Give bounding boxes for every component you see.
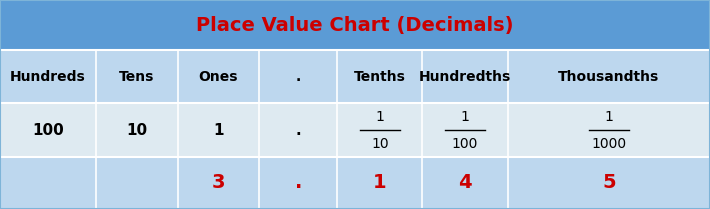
Text: 1000: 1000 bbox=[591, 137, 626, 151]
Text: Hundreds: Hundreds bbox=[10, 70, 86, 84]
Text: Tens: Tens bbox=[119, 70, 154, 84]
Text: 1: 1 bbox=[213, 123, 224, 138]
Text: 1: 1 bbox=[604, 110, 613, 124]
Text: 1: 1 bbox=[376, 110, 384, 124]
FancyBboxPatch shape bbox=[0, 103, 710, 157]
Text: 1: 1 bbox=[461, 110, 469, 124]
Text: Hundredths: Hundredths bbox=[419, 70, 511, 84]
Text: 4: 4 bbox=[458, 173, 472, 192]
Text: Place Value Chart (Decimals): Place Value Chart (Decimals) bbox=[196, 16, 514, 34]
Text: .: . bbox=[295, 123, 301, 138]
FancyBboxPatch shape bbox=[0, 0, 710, 50]
Text: .: . bbox=[295, 173, 302, 192]
Text: 5: 5 bbox=[602, 173, 616, 192]
Text: .: . bbox=[295, 70, 301, 84]
FancyBboxPatch shape bbox=[0, 157, 710, 209]
Text: 100: 100 bbox=[32, 123, 64, 138]
Text: 3: 3 bbox=[212, 173, 225, 192]
Text: 10: 10 bbox=[126, 123, 147, 138]
Text: 100: 100 bbox=[452, 137, 479, 151]
Text: Tenths: Tenths bbox=[354, 70, 406, 84]
Text: 1: 1 bbox=[373, 173, 387, 192]
Text: Ones: Ones bbox=[199, 70, 238, 84]
Text: Thousandths: Thousandths bbox=[558, 70, 660, 84]
Text: 10: 10 bbox=[371, 137, 388, 151]
FancyBboxPatch shape bbox=[0, 50, 710, 103]
